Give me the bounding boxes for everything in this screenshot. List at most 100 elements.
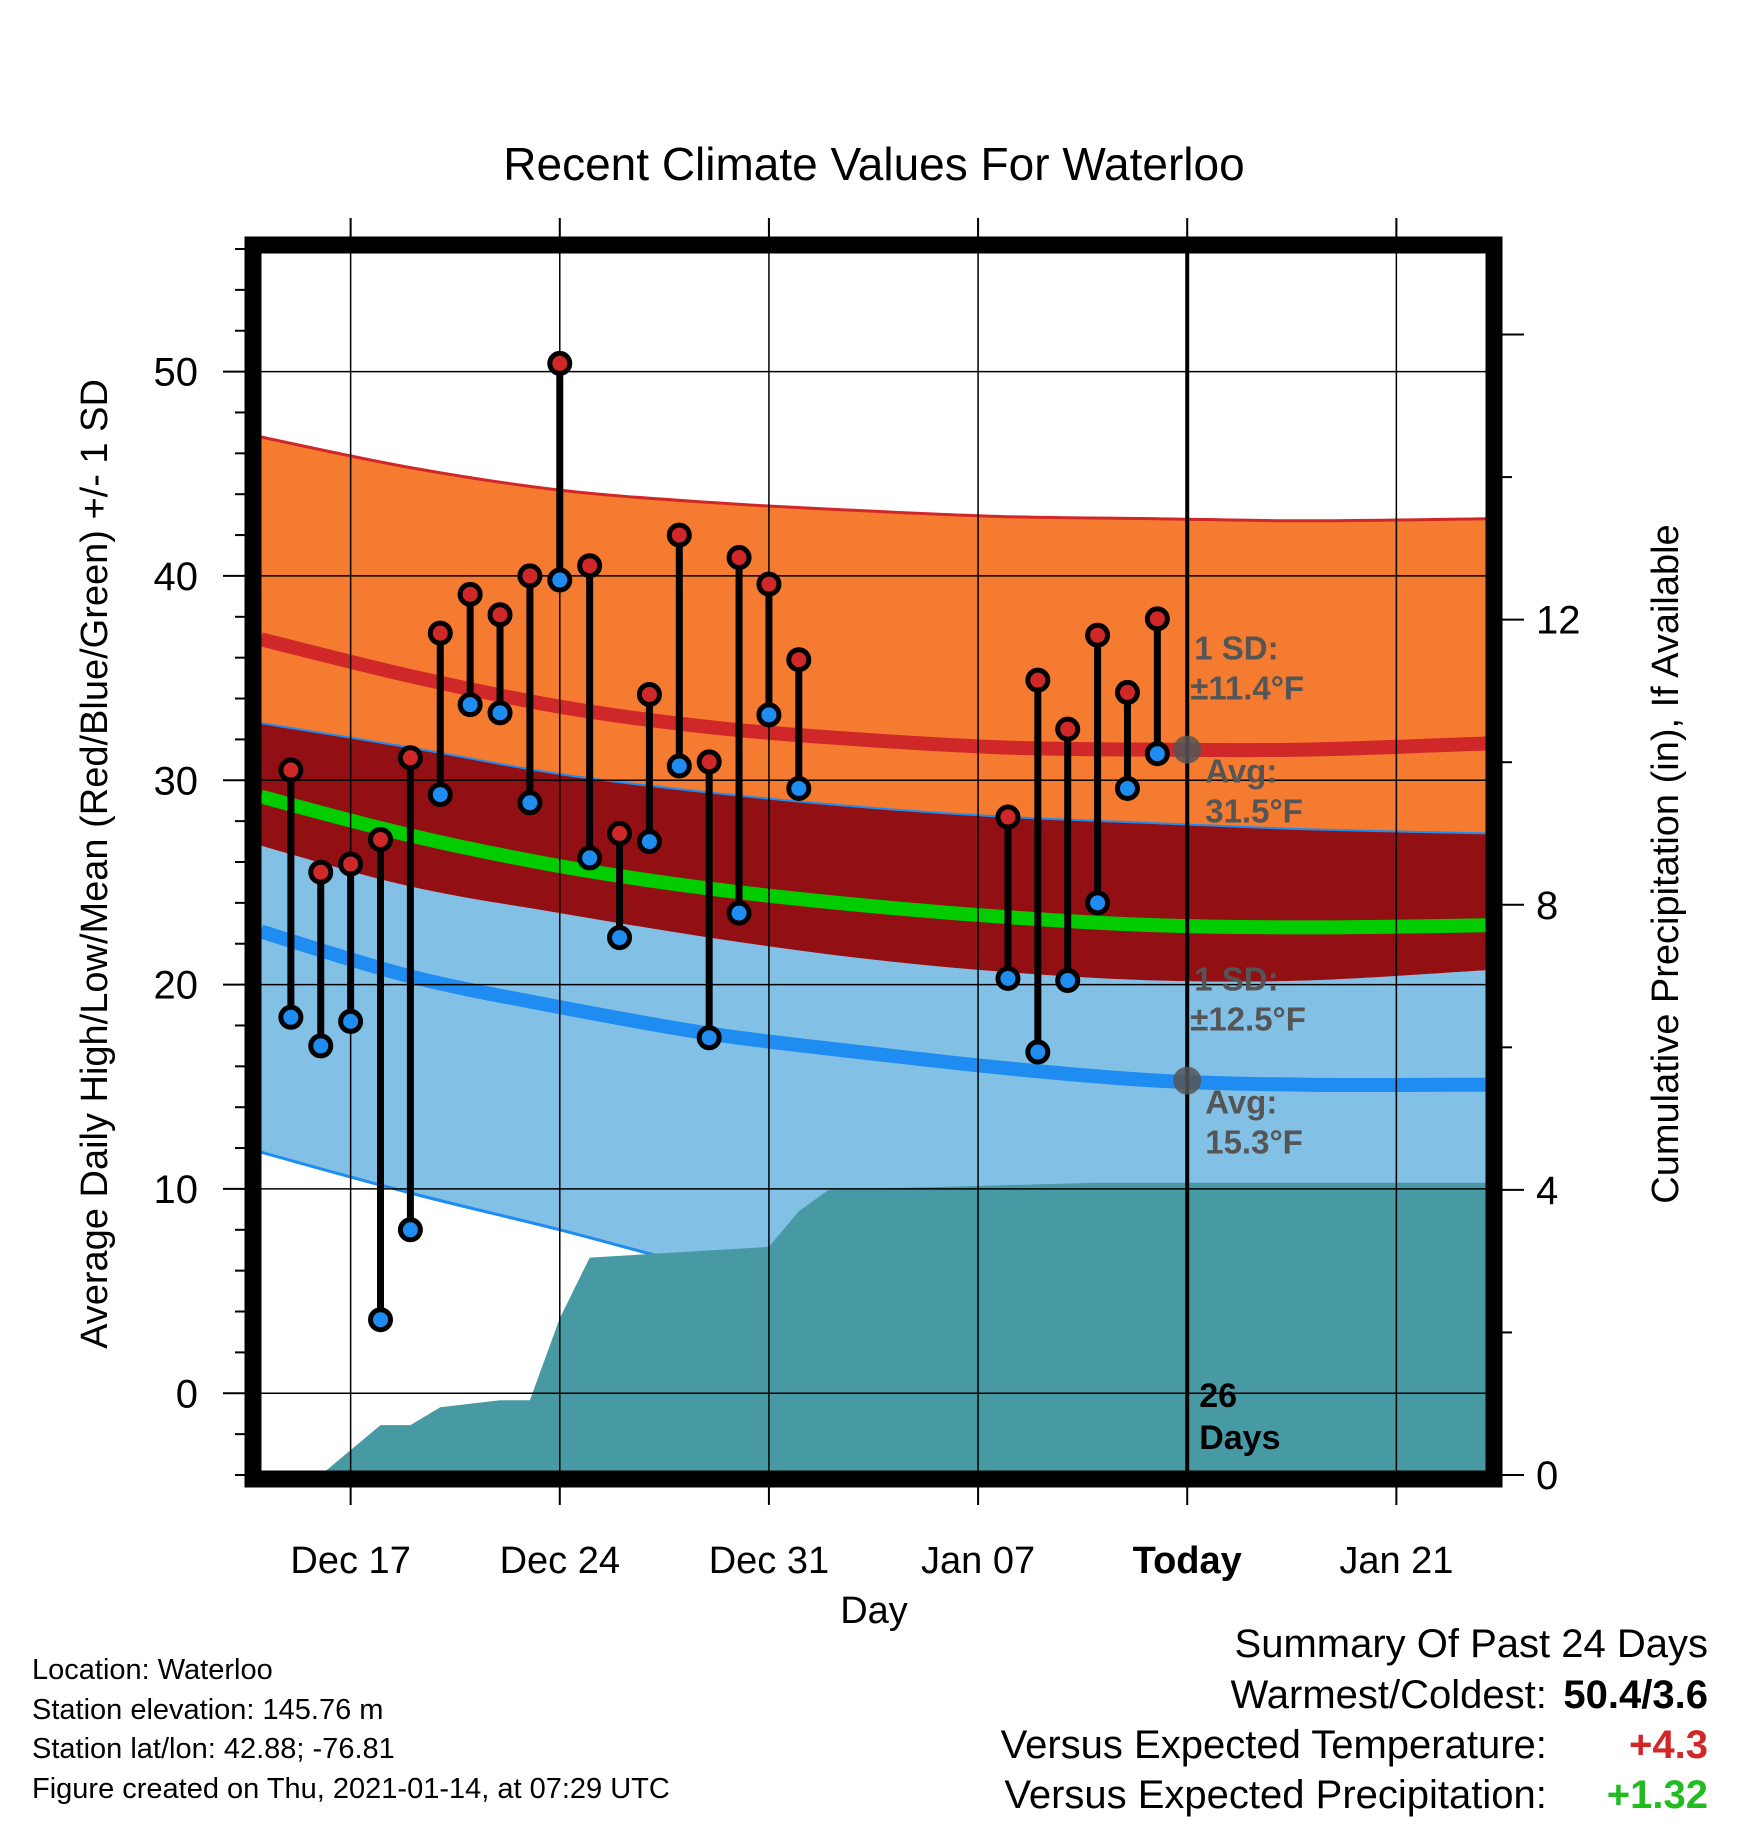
low-avg-line — [258, 924, 1487, 1093]
y-tick-label: 30 — [154, 759, 199, 803]
high-sd-band — [261, 437, 1486, 834]
summary-temp-value: +4.3 — [1629, 1723, 1708, 1767]
daily-low-point — [278, 1004, 304, 1030]
days-count-label: 26 — [1199, 1377, 1237, 1415]
daily-high-point — [607, 820, 633, 846]
daily-high-point — [1025, 667, 1051, 693]
high-avg-value: 31.5°F — [1205, 793, 1303, 830]
low-avg-value: 15.3°F — [1205, 1124, 1303, 1161]
x-tick-label: Jan 07 — [921, 1540, 1035, 1582]
y-tick-label: 10 — [154, 1168, 199, 1212]
today-low-avg-marker — [1173, 1066, 1202, 1095]
daily-high-point — [786, 647, 812, 673]
y2-tick-label: 4 — [1536, 1169, 1558, 1213]
daily-high-point — [517, 563, 543, 589]
daily-low-point — [547, 567, 573, 593]
daily-high-point — [1085, 622, 1111, 648]
daily-low-point — [1025, 1039, 1051, 1065]
daily-low-point — [308, 1033, 334, 1059]
low-sd-value: ±12.5°F — [1190, 1001, 1306, 1038]
daily-low-point — [397, 1217, 423, 1243]
x-tick-label: Dec 31 — [709, 1540, 829, 1582]
daily-high-point — [397, 745, 423, 771]
daily-low-point — [1085, 890, 1111, 916]
high-avg-line — [259, 632, 1487, 758]
y-axis-label: Average Daily High/Low/Mean (Red/Blue/Gr… — [74, 379, 116, 1349]
y-tick-label: 40 — [154, 555, 199, 599]
y2-tick-label: 12 — [1536, 599, 1581, 643]
daily-low-point — [427, 782, 453, 808]
y-tick-label: 0 — [176, 1372, 198, 1416]
daily-high-point — [457, 581, 483, 607]
y-tick-label: 50 — [154, 351, 199, 395]
high-avg-label: Avg: — [1205, 753, 1277, 790]
footer-location: Location: Waterloo — [32, 1654, 273, 1686]
summary-precip-label: Versus Expected Precipitation: — [1004, 1773, 1547, 1817]
daily-high-point — [338, 851, 364, 877]
daily-low-point — [666, 753, 692, 779]
summary-precip-value: +1.32 — [1606, 1773, 1708, 1817]
summary-temp-label: Versus Expected Temperature: — [1000, 1723, 1547, 1767]
daily-low-point — [636, 829, 662, 855]
daily-high-point — [636, 681, 662, 707]
daily-high-point — [487, 602, 513, 628]
daily-low-point — [338, 1008, 364, 1034]
summary-precip: Versus Expected Precipitation: +1.32 — [1004, 1773, 1708, 1818]
summary-temp: Versus Expected Temperature: +4.3 — [1001, 1723, 1708, 1768]
y2-axis-label: Cumulative Precipitation (in), If Availa… — [1645, 524, 1687, 1203]
daily-low-point — [577, 845, 603, 871]
daily-low-point — [995, 965, 1021, 991]
daily-low-point — [368, 1307, 394, 1333]
daily-low-point — [457, 692, 483, 718]
high-sd-lower-edge — [260, 722, 1487, 835]
summary-warmest: Warmest/Coldest: 50.4/3.6 — [1231, 1673, 1709, 1718]
daily-low-point — [786, 775, 812, 801]
precip-area — [320, 1182, 1486, 1475]
high-sd-value: ±11.4°F — [1190, 670, 1304, 707]
summary-title: Summary Of Past 24 Days — [1234, 1622, 1708, 1666]
days-unit-label: Days — [1199, 1419, 1280, 1457]
footer-created: Figure created on Thu, 2021-01-14, at 07… — [32, 1773, 670, 1805]
daily-high-point — [666, 522, 692, 548]
daily-low-point — [1114, 775, 1140, 801]
daily-low-point — [487, 700, 513, 726]
chart-title: Recent Climate Values For Waterloo — [503, 138, 1244, 190]
y2-tick-label: 8 — [1536, 884, 1558, 928]
plot-frame — [244, 236, 1503, 1488]
daily-low-point — [696, 1025, 722, 1051]
x-axis-label: Day — [840, 1590, 908, 1632]
x-tick-label: Today — [1133, 1540, 1242, 1582]
daily-low-point — [607, 925, 633, 951]
daily-high-point — [308, 859, 334, 885]
x-tick-label: Dec 17 — [290, 1540, 410, 1582]
daily-low-point — [756, 702, 782, 728]
daily-high-point — [427, 620, 453, 646]
today-high-avg-marker — [1173, 735, 1202, 764]
daily-low-point — [517, 790, 543, 816]
daily-high-point — [278, 757, 304, 783]
daily-high-point — [547, 350, 573, 376]
daily-high-point — [1055, 716, 1081, 742]
daily-high-point — [368, 827, 394, 853]
y2-tick-label: 0 — [1536, 1454, 1558, 1498]
x-tick-label: Jan 21 — [1339, 1540, 1453, 1582]
x-tick-label: Dec 24 — [500, 1540, 620, 1582]
footer-latlon: Station lat/lon: 42.88; -76.81 — [32, 1733, 395, 1765]
daily-low-point — [1144, 741, 1170, 767]
mean-band — [261, 723, 1486, 982]
daily-high-point — [726, 545, 752, 571]
daily-high-point — [756, 571, 782, 597]
daily-low-point — [726, 900, 752, 926]
low-sd-label: 1 SD: — [1194, 961, 1278, 998]
daily-high-point — [1144, 606, 1170, 632]
daily-high-point — [577, 553, 603, 579]
summary-warmest-label: Warmest/Coldest: — [1230, 1673, 1547, 1717]
daily-high-point — [1114, 679, 1140, 705]
daily-high-point — [995, 804, 1021, 830]
high-sd-upper-edge — [260, 435, 1487, 523]
summary-warmest-value: 50.4/3.6 — [1563, 1673, 1708, 1717]
footer-elevation: Station elevation: 145.76 m — [32, 1694, 384, 1726]
mean-avg-line — [259, 789, 1487, 935]
